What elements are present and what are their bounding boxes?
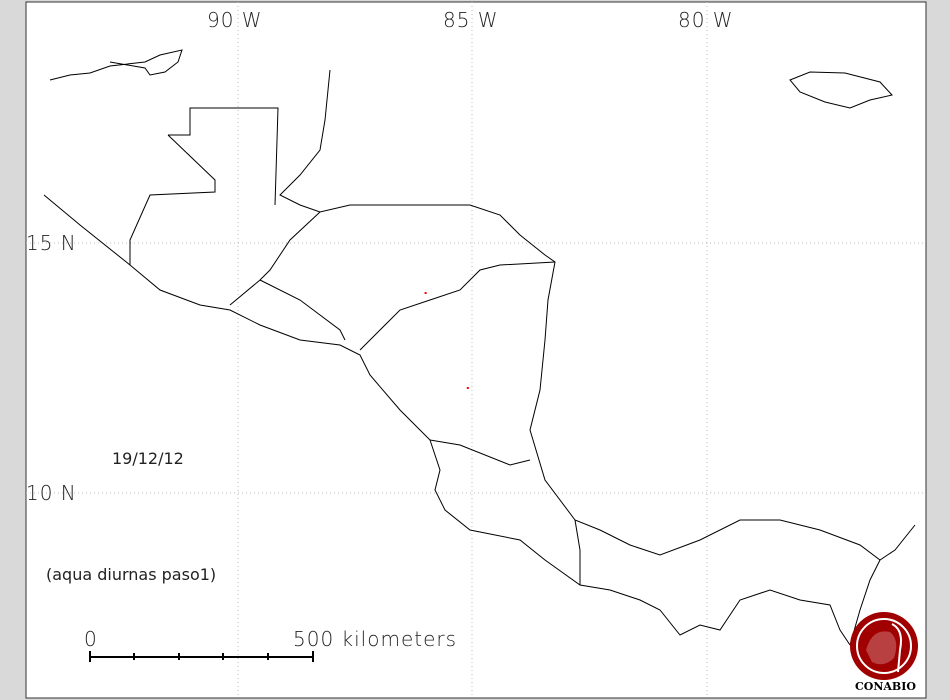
hotspot-marker: [466, 387, 469, 389]
honduras-nicaragua-border: [359, 261, 556, 351]
honduras-guatemala-border: [229, 211, 321, 306]
costarica-panama-border: [574, 519, 581, 585]
hotspot-marker: [424, 292, 427, 294]
panama-colombia-border: [849, 559, 881, 646]
coastlines: [43, 49, 916, 646]
scale-end-label: 500 kilometers: [293, 627, 458, 651]
product-label: (aqua diurnas paso1): [46, 565, 217, 584]
scale-start-label: 0: [84, 627, 98, 651]
date-label: 19/12/12: [112, 449, 184, 468]
scale-bar: [89, 651, 314, 662]
lon-label-85w: 85 W: [443, 8, 499, 32]
lon-label-80w: 80 W: [678, 8, 734, 32]
logo-text: CONABIO: [855, 680, 916, 693]
caribbean-coast: [279, 69, 916, 561]
pacific-coast: [43, 194, 851, 646]
hotspots: [424, 292, 469, 389]
lat-label-10n: 10 N: [26, 481, 77, 505]
jamaica-coast: [789, 71, 893, 109]
map-frame: [25, 1, 927, 699]
lat-label-15n: 15 N: [26, 231, 77, 255]
el-salvador-honduras-border: [259, 279, 346, 341]
lon-label-90w: 90 W: [207, 8, 263, 32]
cuba-coast: [49, 49, 183, 81]
conabio-logo: [850, 612, 918, 680]
nicaragua-costarica-border: [429, 439, 531, 466]
graticule: [26, 2, 926, 698]
guatemala-border: [129, 107, 279, 265]
